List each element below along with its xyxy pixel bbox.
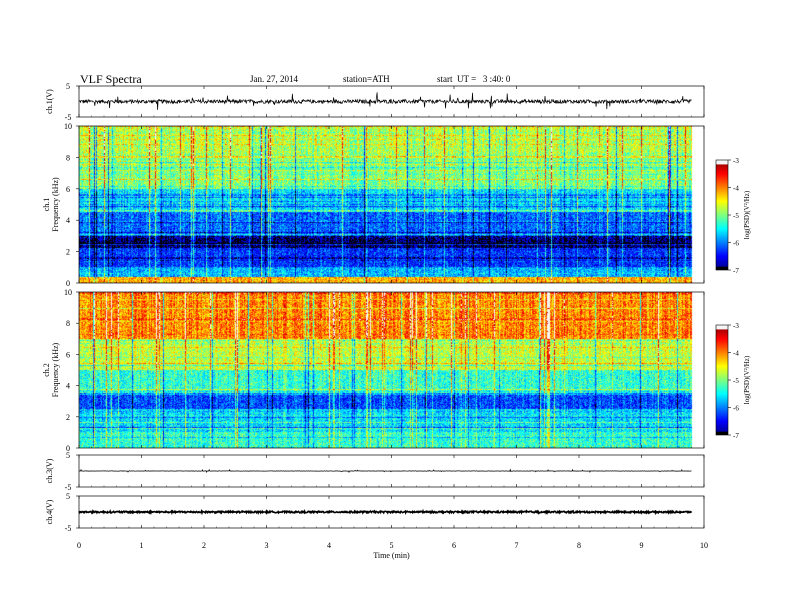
ch2-spectrogram-image — [79, 292, 704, 448]
ch2-spectrogram-ytick-label: 4 — [66, 382, 70, 391]
ch3-waveform-ytick-label: 5 — [66, 451, 70, 460]
ch1-spectrogram-ylabel: Frequency (kHz) — [51, 177, 60, 232]
xlabel: Time (min) — [373, 551, 410, 560]
xtick-label: 8 — [577, 541, 581, 550]
ch2-spectrogram-ytick-label: 2 — [66, 413, 70, 422]
ch1-spectrogram-ytick-label: 0 — [66, 279, 70, 288]
ch1-spectrogram-colorbar-tick-label: -4 — [733, 185, 739, 193]
ch3-waveform-ytick-label: -5 — [65, 483, 72, 492]
tick-labels-layer: 5-5ch.1(V)-3-4-5-6-7log(PSD)(V²/Hz)02468… — [42, 82, 751, 560]
ch1-spectrogram-colorbar-label: log(PSD)(V²/Hz) — [743, 190, 751, 239]
ch2-spectrogram-colorbar-tick-label: -3 — [733, 322, 739, 330]
ch3-waveform-ylabel: ch.3(V) — [45, 458, 54, 483]
xtick-label: 7 — [515, 541, 519, 550]
xtick-label: 1 — [140, 541, 144, 550]
ch1-waveform-ylabel: ch.1(V) — [45, 89, 54, 114]
xtick-label: 6 — [452, 541, 456, 550]
ch4-waveform-ytick-label: 5 — [66, 492, 70, 501]
ch4-waveform-ylabel: ch.4(V) — [45, 499, 54, 524]
ch2-spectrogram-colorbar-label: log(PSD)(V²/Hz) — [743, 355, 751, 404]
spectrogram-images — [79, 126, 728, 448]
header-start-time: start UT = 3 :40: 0 — [437, 74, 511, 84]
ch4-waveform-ytick-label: -5 — [65, 524, 72, 533]
ch2-spectrogram-channel-label: ch.2 — [42, 363, 51, 377]
ch4-waveform-trace — [78, 508, 693, 516]
ch1-waveform-ytick-label: 5 — [66, 82, 70, 91]
ch1-spectrogram-ytick-label: 10 — [64, 122, 72, 131]
ch1-waveform-trace — [78, 92, 692, 110]
ch1-spectrogram-colorbar-tick-label: -5 — [733, 212, 739, 220]
ch1-spectrogram-ytick-label: 6 — [66, 185, 70, 194]
ch1-spectrogram-ytick-label: 2 — [66, 248, 70, 257]
waveform-traces — [78, 92, 693, 516]
ch1-spectrogram-ytick-label: 8 — [66, 153, 70, 162]
ch2-spectrogram-colorbar-tick-label: -7 — [733, 432, 739, 440]
ch1-spectrogram-colorbar-tick-label: -6 — [733, 240, 739, 248]
xtick-label: 9 — [640, 541, 644, 550]
ch2-spectrogram-ylabel: Frequency (kHz) — [51, 342, 60, 397]
header-station: station=ATH — [343, 74, 390, 84]
ch1-spectrogram-colorbar-tick-label: -7 — [733, 267, 739, 275]
ch3-waveform-trace — [78, 468, 692, 474]
ch1-waveform-ytick-label: -5 — [65, 113, 72, 122]
ch1-spectrogram-colorbar-tick-label: -3 — [733, 157, 739, 165]
ch2-spectrogram-ytick-label: 8 — [66, 319, 70, 328]
ch2-spectrogram-ytick-label: 0 — [66, 444, 70, 453]
xtick-label: 10 — [700, 541, 708, 550]
axes-layer — [76, 85, 731, 529]
ch2-spectrogram-ytick-label: 10 — [64, 288, 72, 297]
figure-title: VLF Spectra — [80, 72, 142, 86]
xtick-label: 0 — [77, 541, 81, 550]
ch2-spectrogram-colorbar-tick-label: -6 — [733, 405, 739, 413]
ch2-spectrogram-colorbar-tick-label: -4 — [733, 350, 739, 358]
xtick-label: 5 — [390, 541, 394, 550]
ch1-spectrogram-channel-label: ch.1 — [42, 198, 51, 212]
ch1-spectrogram-colorbar — [716, 160, 728, 270]
xtick-label: 3 — [265, 541, 269, 550]
xtick-label: 2 — [202, 541, 206, 550]
header-date: Jan. 27, 2014 — [250, 74, 298, 84]
ch2-spectrogram-ytick-label: 6 — [66, 350, 70, 359]
xtick-label: 4 — [327, 541, 331, 550]
ch1-spectrogram-image — [79, 126, 704, 283]
ch1-spectrogram-ytick-label: 4 — [66, 216, 70, 225]
ch2-spectrogram-colorbar — [716, 325, 728, 435]
ch2-spectrogram-colorbar-tick-label: -5 — [733, 377, 739, 385]
